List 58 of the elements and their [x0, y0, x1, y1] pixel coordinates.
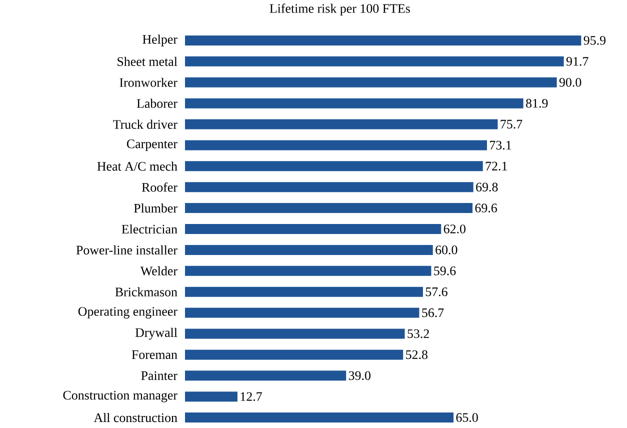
- bar: [185, 98, 524, 108]
- y-tick-label: Welder: [140, 266, 178, 276]
- data-label: 69.8: [476, 182, 498, 192]
- data-label: 72.1: [486, 162, 507, 171]
- bar: [185, 412, 454, 423]
- bar: [185, 370, 346, 381]
- data-label: 53.2: [408, 329, 429, 338]
- bar: [185, 203, 473, 214]
- y-tick-label: Brickmason: [115, 287, 178, 296]
- bar: [185, 140, 487, 150]
- bar: [185, 328, 405, 339]
- bar: [185, 286, 423, 297]
- bar: [185, 224, 442, 234]
- bar: [185, 77, 557, 88]
- data-label: 56.7: [422, 308, 444, 318]
- y-tick-label: All construction: [94, 412, 178, 422]
- chart-title: Lifetime risk per 100 FTEs: [270, 4, 410, 16]
- data-label: 75.7: [500, 120, 522, 129]
- y-tick-label: Operating engineer: [78, 307, 178, 318]
- bar: [185, 392, 238, 402]
- data-label: 39.0: [348, 371, 370, 380]
- data-label: 91.7: [566, 57, 588, 66]
- y-tick-label: Carpenter: [126, 140, 178, 151]
- y-tick-label: Roofer: [142, 182, 178, 192]
- data-label: 12.7: [240, 392, 262, 401]
- y-tick-label: Ironworker: [120, 78, 178, 87]
- bar: [185, 182, 474, 192]
- y-tick-label: Foreman: [132, 350, 178, 359]
- bar: [185, 266, 432, 276]
- bar: [185, 161, 483, 172]
- data-label: 73.1: [490, 140, 512, 150]
- bar: [185, 350, 404, 360]
- data-label: 65.0: [456, 413, 478, 422]
- y-tick-label: Truck driver: [113, 120, 178, 129]
- data-label: 95.9: [584, 36, 606, 45]
- data-label: 57.6: [426, 287, 448, 296]
- y-tick-label: Helper: [142, 34, 178, 46]
- bar: [185, 56, 564, 66]
- data-label: 60.0: [436, 246, 458, 254]
- y-tick-label: Drywall: [135, 328, 178, 340]
- bar: [185, 119, 498, 130]
- y-tick-label: Power-line installer: [76, 245, 178, 255]
- y-tick-label: Sheet metal: [118, 56, 178, 66]
- y-tick-label: Construction manager: [63, 390, 178, 402]
- data-label: 62.0: [444, 224, 466, 234]
- data-label: 59.6: [434, 266, 456, 276]
- data-label: 52.8: [406, 350, 428, 360]
- bar: [185, 308, 420, 318]
- y-tick-label: Laborer: [136, 98, 178, 108]
- bar: [185, 244, 433, 255]
- y-tick-label: Painter: [141, 371, 178, 380]
- data-label: 69.6: [475, 204, 497, 212]
- y-tick-label: Heat A/C mech: [97, 162, 178, 171]
- bar: [185, 35, 582, 46]
- y-tick-label: Electrician: [122, 224, 178, 234]
- data-label: 90.0: [559, 78, 582, 87]
- data-label: 81.9: [526, 98, 548, 108]
- y-tick-label: Plumber: [134, 204, 178, 213]
